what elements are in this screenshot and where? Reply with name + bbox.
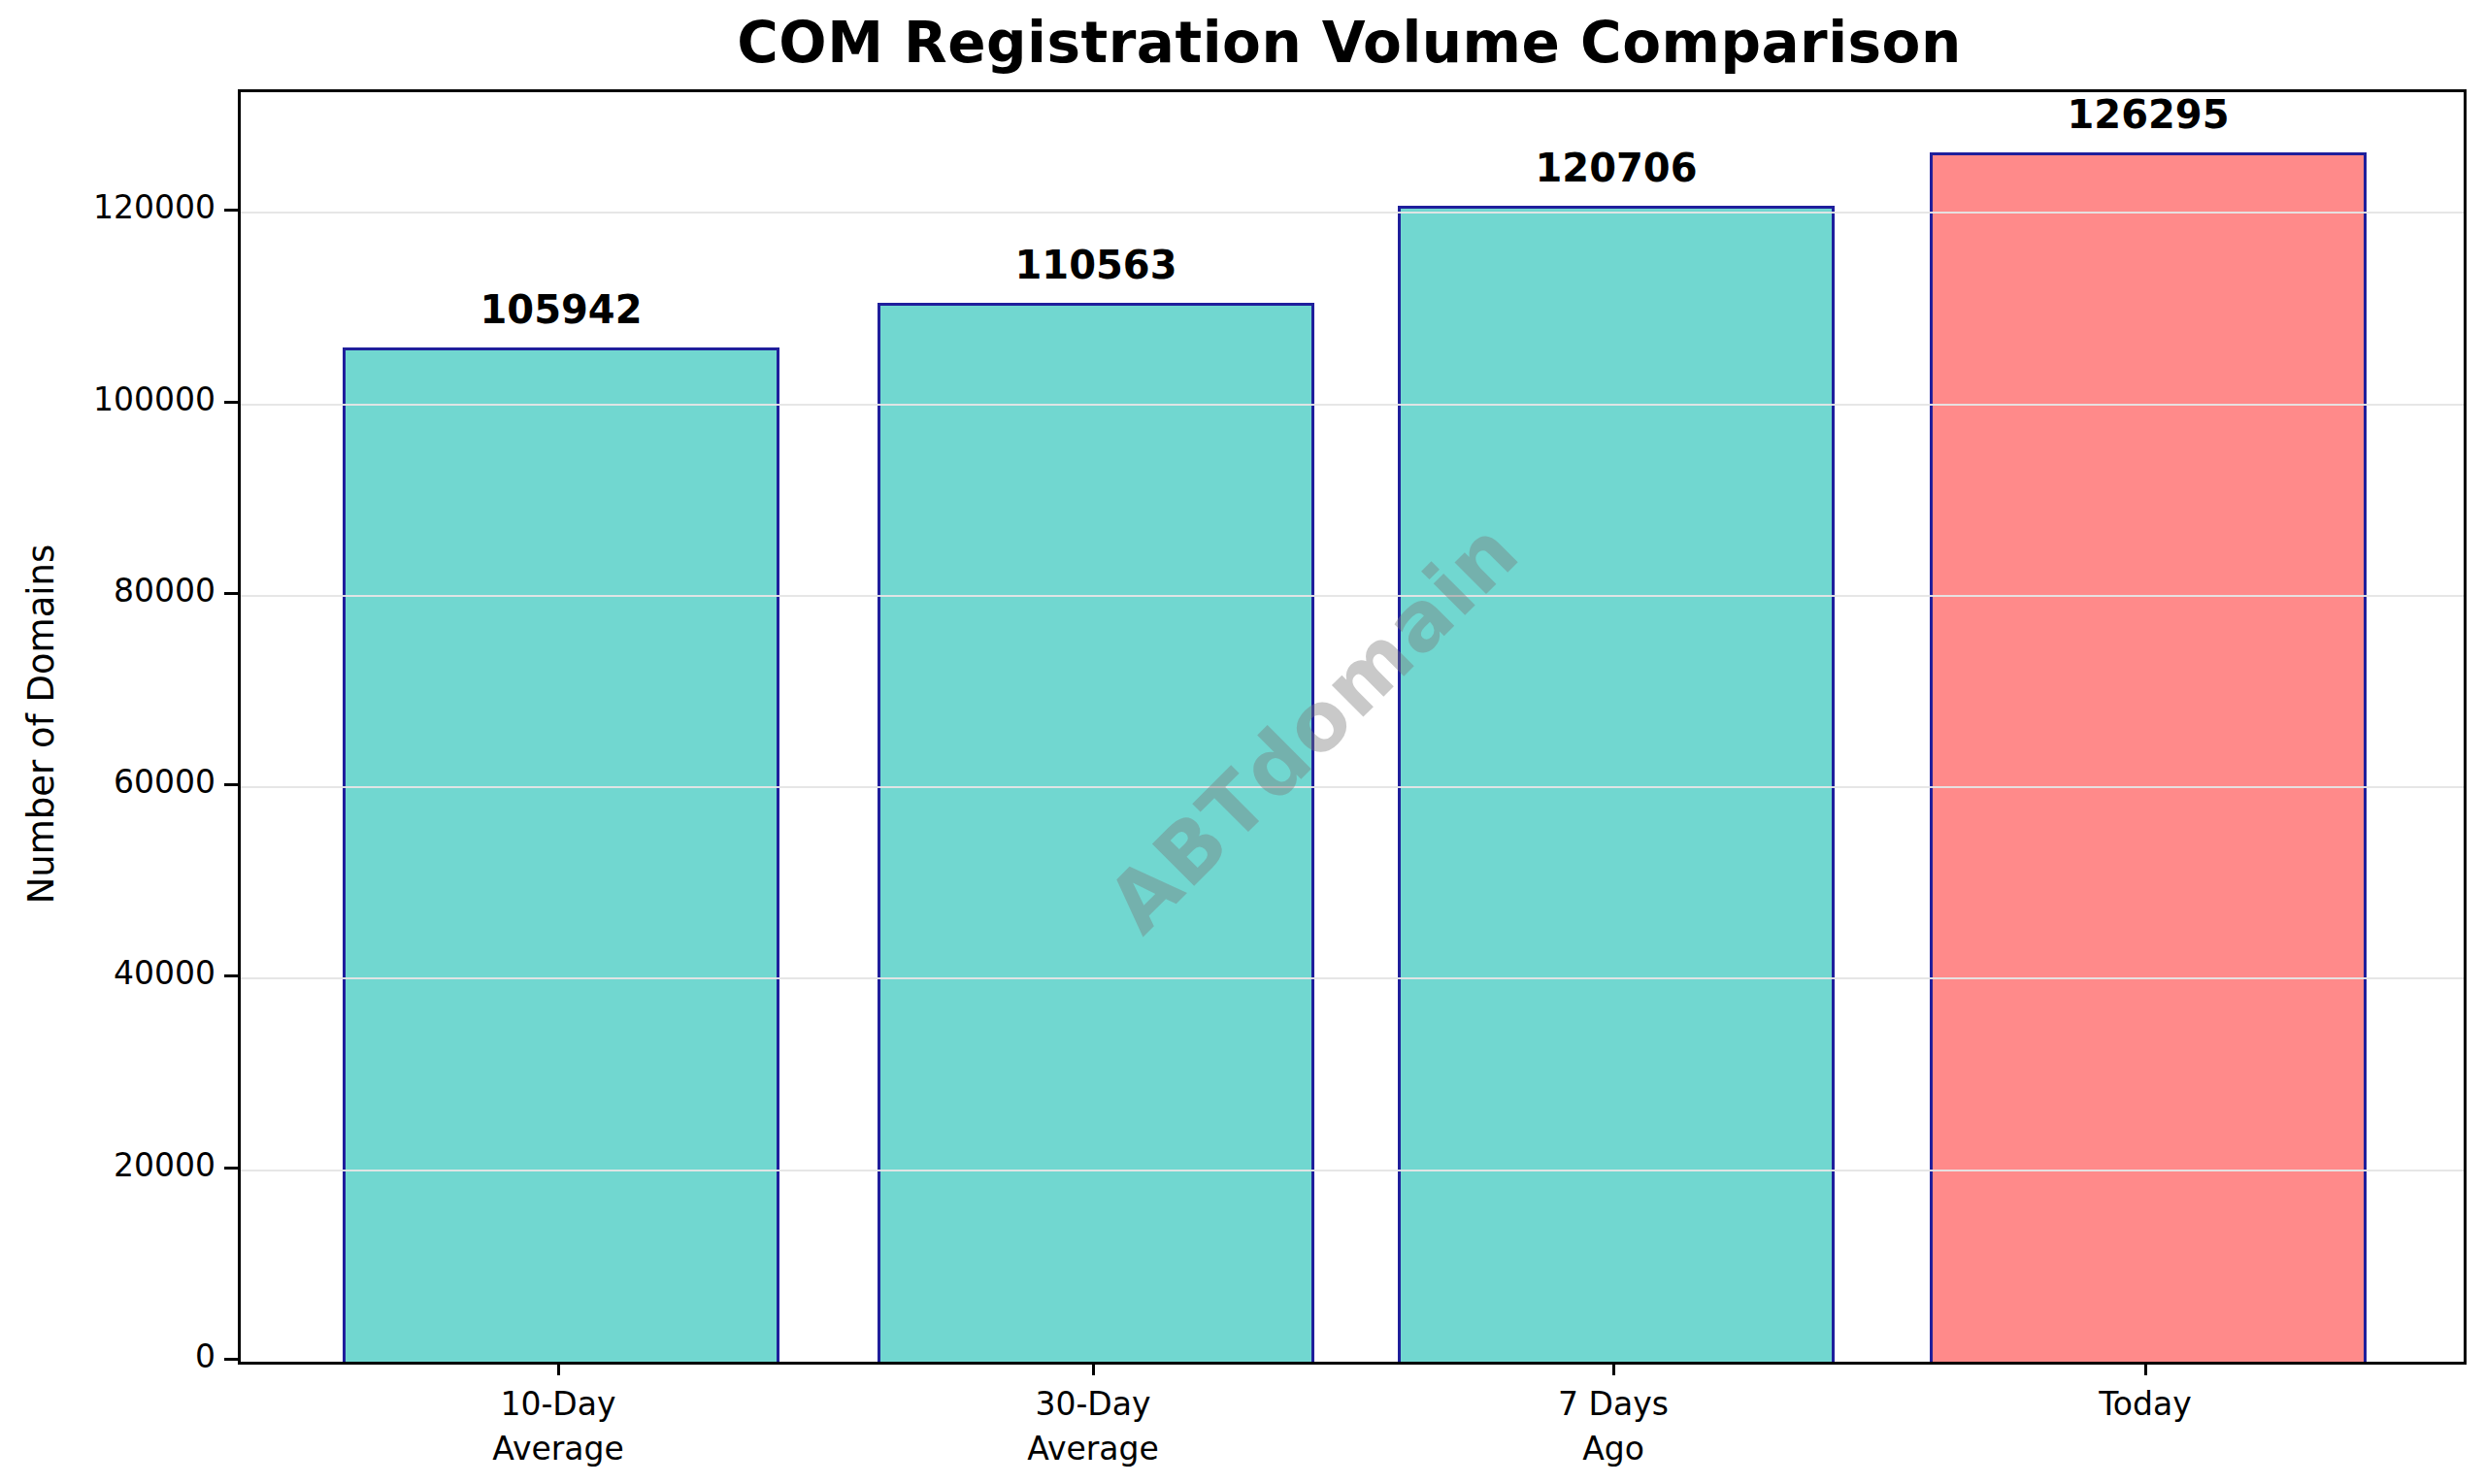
y-tick-mark <box>224 209 238 212</box>
bar-value-label: 126295 <box>1930 92 2367 137</box>
chart-figure: COM Registration Volume Comparison Numbe… <box>0 0 2485 1484</box>
y-tick-mark <box>224 1167 238 1170</box>
y-tick-label: 40000 <box>0 954 215 992</box>
y-tick-label: 120000 <box>0 188 215 226</box>
y-tick-label: 80000 <box>0 572 215 610</box>
y-tick-mark <box>224 592 238 595</box>
bar-value-label: 120706 <box>1398 146 1835 190</box>
plot-area: 105942110563120706126295 ABTdomain <box>238 89 2467 1365</box>
bar-value-label: 105942 <box>343 287 779 332</box>
x-tick-label: 7 Days Ago <box>1400 1382 1827 1470</box>
x-tick-label: 10-Day Average <box>345 1382 772 1470</box>
x-tick-mark <box>1092 1362 1095 1375</box>
y-tick-label: 0 <box>0 1337 215 1375</box>
bar-1 <box>343 347 779 1362</box>
bar-3 <box>1398 206 1835 1362</box>
x-tick-mark <box>557 1362 560 1375</box>
x-tick-label: 30-Day Average <box>879 1382 1307 1470</box>
y-tick-label: 60000 <box>0 763 215 801</box>
x-tick-label: Today <box>1932 1382 2359 1427</box>
gridline <box>241 404 2464 406</box>
chart-title: COM Registration Volume Comparison <box>238 10 2461 76</box>
bar-value-label: 110563 <box>878 243 1314 287</box>
y-tick-mark <box>224 1358 238 1361</box>
x-tick-mark <box>2144 1362 2147 1375</box>
y-tick-mark <box>224 974 238 977</box>
y-tick-mark <box>224 783 238 786</box>
y-tick-label: 20000 <box>0 1146 215 1184</box>
bar-4 <box>1930 152 2367 1362</box>
gridline <box>241 212 2464 214</box>
gridline <box>241 1170 2464 1171</box>
gridline <box>241 595 2464 597</box>
y-tick-label: 100000 <box>0 380 215 418</box>
gridline <box>241 977 2464 979</box>
gridline <box>241 786 2464 788</box>
x-tick-mark <box>1612 1362 1615 1375</box>
y-tick-mark <box>224 401 238 404</box>
